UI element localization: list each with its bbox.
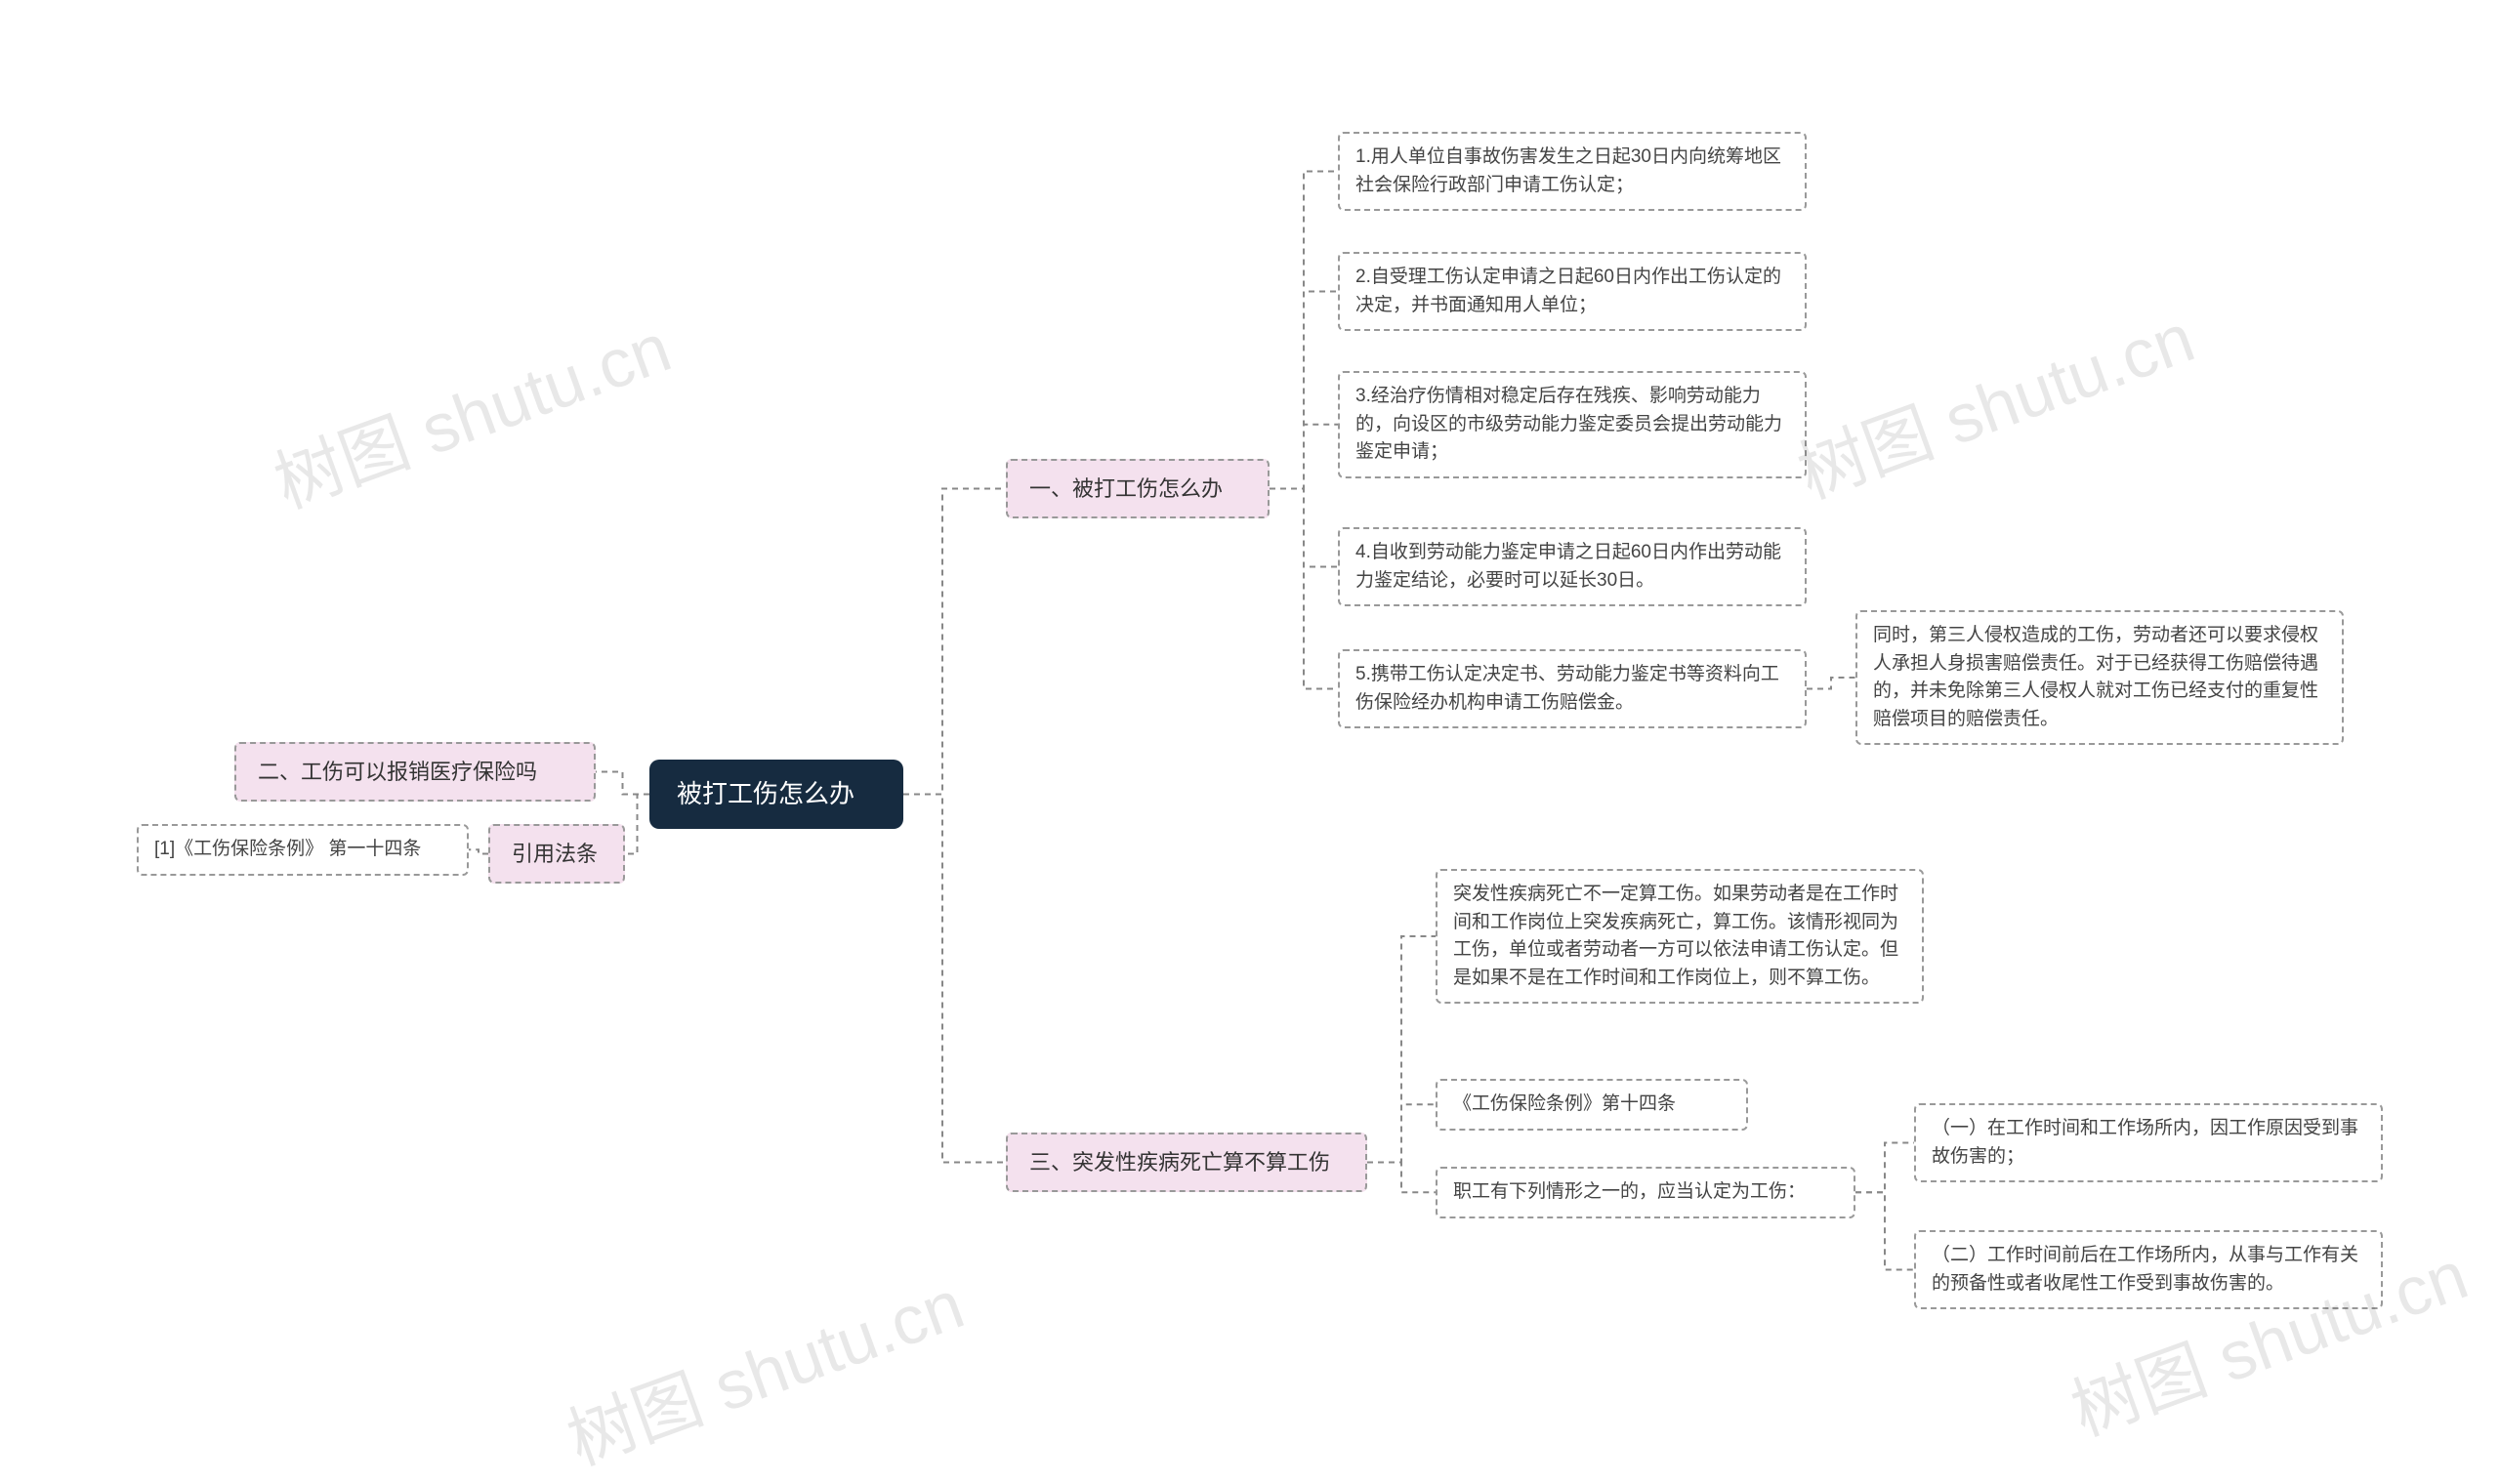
branch-left-2: 引用法条	[488, 824, 625, 884]
branch-right-1: 一、被打工伤怎么办	[1006, 459, 1270, 518]
leaf-r1-1-text: 2.自受理工伤认定申请之日起60日内作出工伤认定的决定，并书面通知用人单位；	[1355, 267, 1781, 315]
leaf-r1-4-text: 5.携带工伤认定决定书、劳动能力鉴定书等资料向工伤保险经办机构申请工伤赔偿金。	[1355, 664, 1779, 713]
leaf-r2-2: 职工有下列情形之一的，应当认定为工伤：	[1436, 1167, 1855, 1218]
branch-left-2-label: 引用法条	[512, 842, 598, 866]
leaf-r1-4-sub: 同时，第三人侵权造成的工伤，劳动者还可以要求侵权人承担人身损害赔偿责任。对于已经…	[1855, 610, 2344, 745]
leaf-r1-0-text: 1.用人单位自事故伤害发生之日起30日内向统筹地区社会保险行政部门申请工伤认定；	[1355, 146, 1781, 195]
leaf-r2-2-text: 职工有下列情形之一的，应当认定为工伤：	[1453, 1181, 1806, 1202]
branch-right-2: 三、突发性疾病死亡算不算工伤	[1006, 1133, 1367, 1192]
leaf-r2-0-text: 突发性疾病死亡不一定算工伤。如果劳动者是在工作时间和工作岗位上突发疾病死亡，算工…	[1453, 884, 1898, 988]
leaf-r1-2-text: 3.经治疗伤情相对稳定后存在残疾、影响劳动能力的，向设区的市级劳动能力鉴定委员会…	[1355, 386, 1782, 462]
leaf-r2-1-text: 《工伤保险条例》第十四条	[1453, 1093, 1676, 1114]
leaf-r1-1: 2.自受理工伤认定申请之日起60日内作出工伤认定的决定，并书面通知用人单位；	[1338, 252, 1807, 331]
leaf-left-2-1-text: [1]《工伤保险条例》 第一十四条	[154, 839, 421, 859]
leaf-r1-0: 1.用人单位自事故伤害发生之日起30日内向统筹地区社会保险行政部门申请工伤认定；	[1338, 132, 1807, 211]
leaf-r2-1: 《工伤保险条例》第十四条	[1436, 1079, 1748, 1131]
branch-right-1-label: 一、被打工伤怎么办	[1029, 476, 1223, 501]
branch-right-2-label: 三、突发性疾病死亡算不算工伤	[1029, 1150, 1330, 1175]
root-label: 被打工伤怎么办	[677, 779, 854, 808]
root-node: 被打工伤怎么办	[649, 760, 903, 829]
leaf-r1-4: 5.携带工伤认定决定书、劳动能力鉴定书等资料向工伤保险经办机构申请工伤赔偿金。	[1338, 649, 1807, 728]
leaf-r2-2-sub-0: （一）在工作时间和工作场所内，因工作原因受到事故伤害的；	[1914, 1103, 2383, 1182]
leaf-r1-3: 4.自收到劳动能力鉴定申请之日起60日内作出劳动能力鉴定结论，必要时可以延长30…	[1338, 527, 1807, 606]
leaf-r1-4-sub-text: 同时，第三人侵权造成的工伤，劳动者还可以要求侵权人承担人身损害赔偿责任。对于已经…	[1873, 625, 2318, 729]
watermark: 树图 shutu.cn	[553, 1251, 976, 1484]
branch-left-1-label: 二、工伤可以报销医疗保险吗	[258, 760, 537, 784]
leaf-r2-0: 突发性疾病死亡不一定算工伤。如果劳动者是在工作时间和工作岗位上突发疾病死亡，算工…	[1436, 869, 1924, 1004]
leaf-r2-2-sub-1: （二）工作时间前后在工作场所内，从事与工作有关的预备性或者收尾性工作受到事故伤害…	[1914, 1230, 2383, 1309]
leaf-left-2-1: [1]《工伤保险条例》 第一十四条	[137, 824, 469, 876]
branch-left-1: 二、工伤可以报销医疗保险吗	[234, 742, 596, 802]
leaf-r1-2: 3.经治疗伤情相对稳定后存在残疾、影响劳动能力的，向设区的市级劳动能力鉴定委员会…	[1338, 371, 1807, 478]
leaf-r2-2-sub-0-text: （一）在工作时间和工作场所内，因工作原因受到事故伤害的；	[1932, 1118, 2358, 1167]
leaf-r1-3-text: 4.自收到劳动能力鉴定申请之日起60日内作出劳动能力鉴定结论，必要时可以延长30…	[1355, 542, 1781, 591]
leaf-r2-2-sub-1-text: （二）工作时间前后在工作场所内，从事与工作有关的预备性或者收尾性工作受到事故伤害…	[1932, 1245, 2358, 1294]
watermark: 树图 shutu.cn	[260, 294, 683, 528]
watermark: 树图 shutu.cn	[1783, 284, 2206, 518]
